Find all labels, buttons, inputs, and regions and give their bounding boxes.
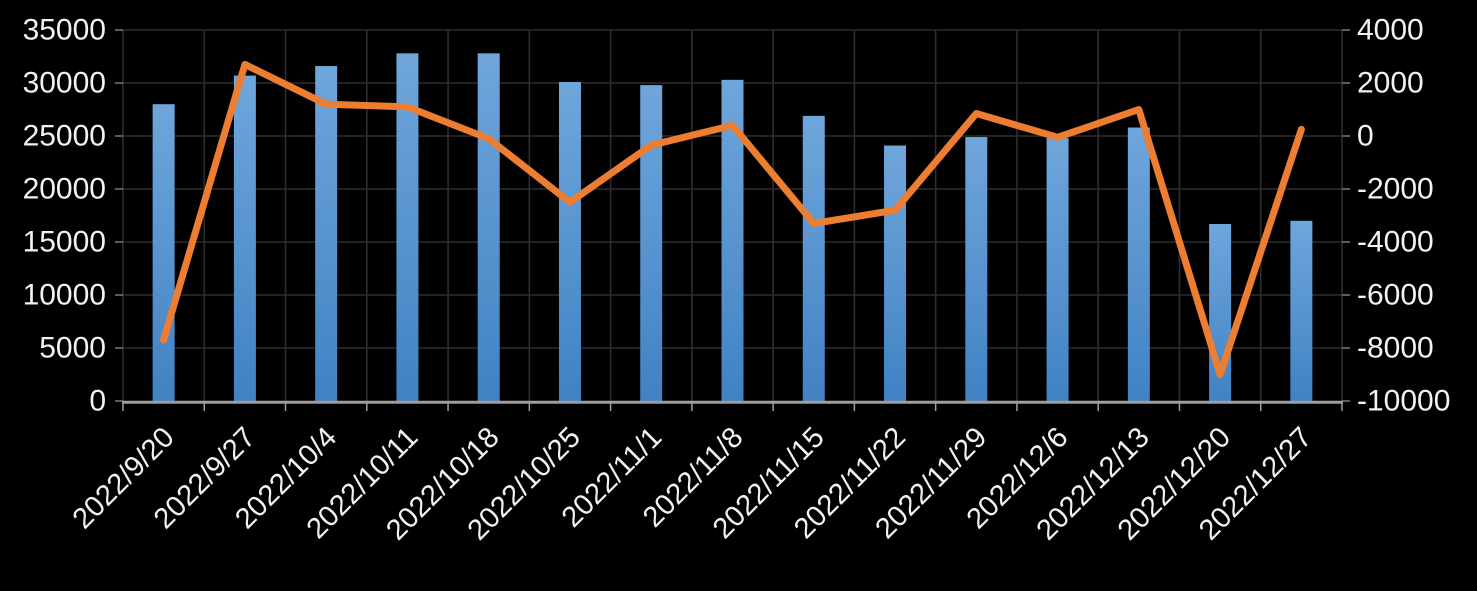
bar	[558, 81, 581, 401]
bar	[721, 79, 744, 401]
bar	[884, 145, 907, 401]
left-axis-tick-label: 0	[89, 385, 106, 418]
bar	[396, 53, 419, 401]
left-axis-tick-label: 35000	[23, 14, 106, 47]
right-axis-tick-label: 4000	[1357, 14, 1424, 47]
bar	[477, 53, 500, 401]
bar	[965, 137, 988, 401]
bar	[640, 85, 663, 402]
right-axis-tick-label: 0	[1357, 120, 1374, 153]
right-axis-tick-label: -4000	[1357, 226, 1434, 259]
left-axis-tick-label: 20000	[23, 173, 106, 206]
left-axis-tick-label: 10000	[23, 279, 106, 312]
left-axis-tick-label: 25000	[23, 120, 106, 153]
bar	[1290, 220, 1313, 401]
right-axis-tick-label: -8000	[1357, 332, 1434, 365]
left-axis-tick-label: 15000	[23, 226, 106, 259]
bar	[315, 66, 338, 401]
right-axis-tick-label: 2000	[1357, 67, 1424, 100]
bar	[1046, 138, 1069, 401]
line-series	[160, 60, 1305, 378]
bar	[1127, 127, 1150, 402]
right-axis-tick-label: -10000	[1357, 385, 1450, 418]
bar	[233, 75, 256, 401]
left-axis-tick-label: 30000	[23, 67, 106, 100]
bar	[802, 115, 825, 402]
bar	[152, 104, 175, 401]
left-axis-tick-label: 5000	[39, 332, 106, 365]
right-axis-tick-label: -6000	[1357, 279, 1434, 312]
right-axis-tick-label: -2000	[1357, 173, 1434, 206]
